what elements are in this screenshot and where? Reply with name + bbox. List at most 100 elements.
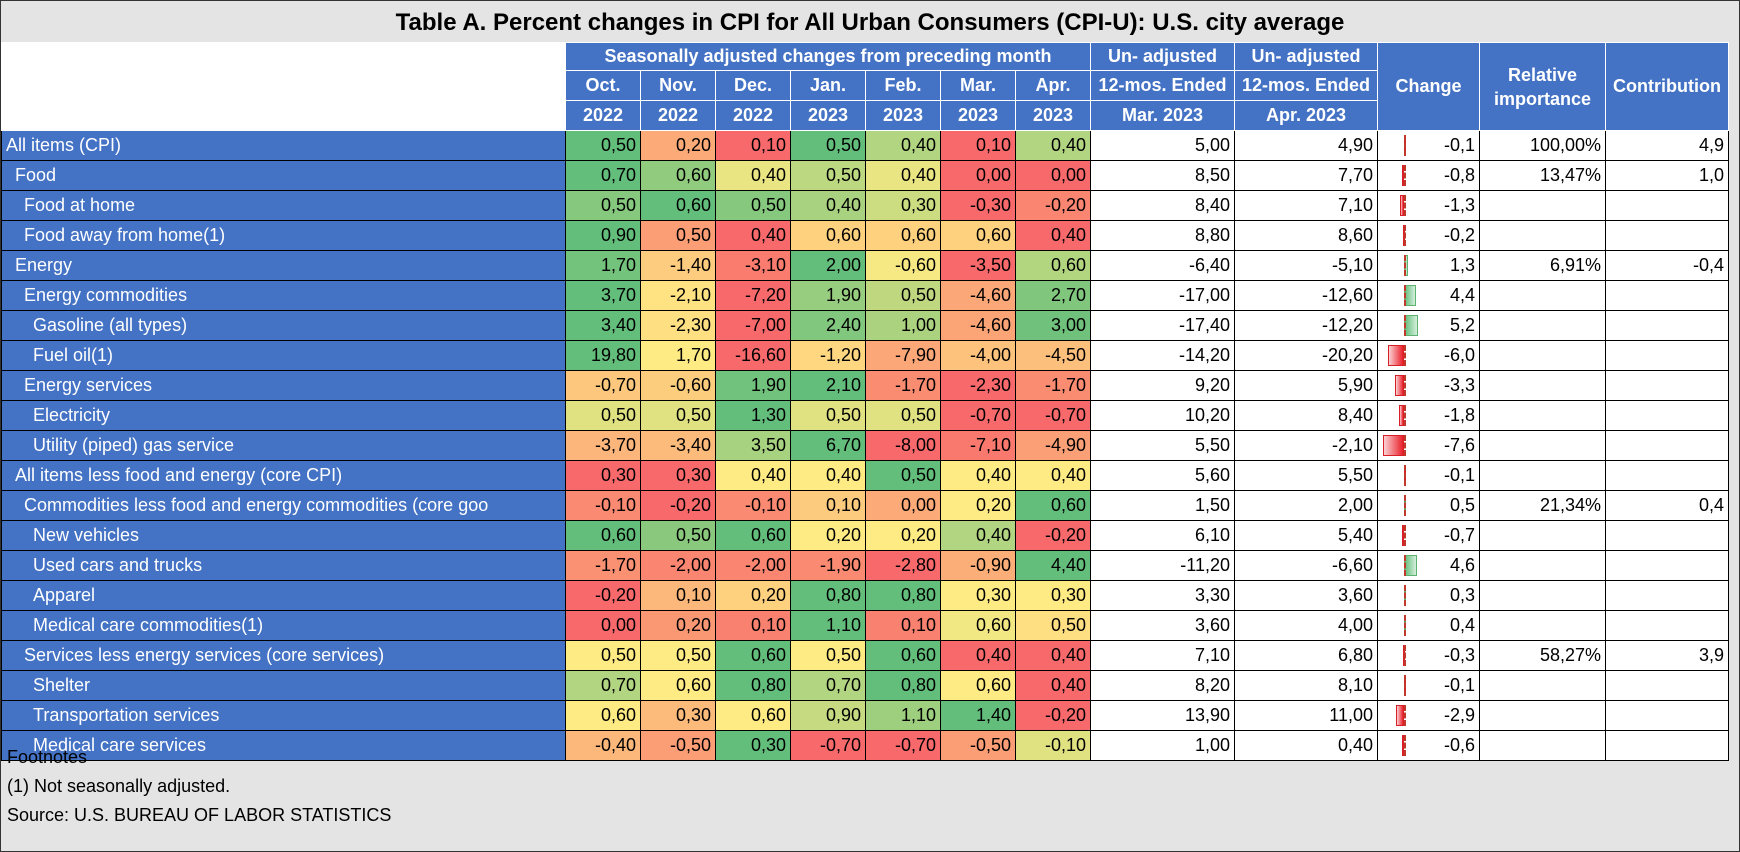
table-row: Apparel -0,20 0,10 0,20 0,80 0,80 0,30 0,30 3,30… [1,580,1729,611]
change-axis-line [1404,435,1406,456]
month-change-cell: 1,40 [940,700,1016,731]
change-axis-line [1404,735,1406,756]
month-change-cell: 0,30 [1015,580,1091,611]
table-row: New vehicles 0,60 0,50 0,60 0,20 0,20 0,40 -0,2… [1,520,1729,551]
change-cell: -0,1 [1377,670,1480,701]
change-cell: -0,1 [1377,130,1480,161]
header-unadj-apr-l3: Apr. 2023 [1234,100,1378,131]
change-axis-line [1404,225,1406,246]
header-unadj-apr-l2: 12-mos. Ended [1234,70,1378,101]
relative-importance-cell [1479,340,1606,371]
unadjusted-mar-cell: -14,20 [1090,340,1235,371]
contribution-cell [1605,190,1729,221]
month-change-cell: 0,40 [1015,640,1091,671]
month-change-cell: 0,50 [1015,610,1091,641]
header-month-3: Jan. [790,70,866,101]
month-change-cell: 0,10 [865,610,941,641]
month-change-cell: -2,30 [640,310,716,341]
row-label: Medical care services [1,730,566,761]
month-change-cell: -16,60 [715,340,791,371]
relative-importance-cell [1479,610,1606,641]
change-axis-line [1404,375,1406,396]
month-change-cell: 4,40 [1015,550,1091,581]
unadjusted-apr-cell: -6,60 [1234,550,1378,581]
header-month-1: Nov. [640,70,716,101]
month-change-cell: -1,70 [865,370,941,401]
change-axis-line [1404,465,1406,486]
unadjusted-apr-cell: 11,00 [1234,700,1378,731]
month-change-cell: 0,40 [790,460,866,491]
month-change-cell: -7,90 [865,340,941,371]
unadjusted-mar-cell: 1,50 [1090,490,1235,521]
change-bar-negative [1394,375,1404,396]
month-change-cell: 0,60 [640,160,716,191]
header-year-3: 2023 [790,100,866,131]
change-axis-line [1404,345,1406,366]
change-value: -0,3 [1443,645,1475,665]
month-change-cell: -0,90 [940,550,1016,581]
month-change-cell: -0,70 [940,400,1016,431]
relative-importance-cell [1479,370,1606,401]
month-change-cell: 6,70 [790,430,866,461]
change-value: 0,5 [1449,495,1475,515]
contribution-cell [1605,730,1729,761]
month-change-cell: 0,00 [1015,160,1091,191]
change-cell: 5,2 [1377,310,1480,341]
change-cell: -2,9 [1377,700,1480,731]
table-row: Food away from home(1) 0,90 0,50 0,40 0,60 0,… [1,220,1729,251]
month-change-cell: -2,80 [865,550,941,581]
contribution-cell [1605,370,1729,401]
change-axis-line [1404,165,1406,186]
unadjusted-apr-cell: 7,10 [1234,190,1378,221]
unadjusted-apr-cell: 8,10 [1234,670,1378,701]
table-row: Medical care services -0,40 -0,50 0,30 -0,70… [1,730,1729,761]
change-cell: 0,4 [1377,610,1480,641]
header-change: Change [1377,42,1480,131]
month-change-cell: 0,50 [865,400,941,431]
month-change-cell: 0,80 [790,580,866,611]
month-change-cell: -0,50 [940,730,1016,761]
month-change-cell: -7,20 [715,280,791,311]
relative-importance-cell [1479,580,1606,611]
month-change-cell: -0,20 [1015,700,1091,731]
month-change-cell: 0,60 [715,520,791,551]
unadjusted-apr-cell: 5,50 [1234,460,1378,491]
contribution-cell [1605,430,1729,461]
month-change-cell: 0,40 [865,160,941,191]
month-change-cell: 19,80 [565,340,641,371]
row-label: Medical care commodities(1) [1,610,566,641]
change-value: -0,1 [1443,675,1475,695]
table-row: Used cars and trucks -1,70 -2,00 -2,00 -1,90… [1,550,1729,581]
month-change-cell: -1,90 [790,550,866,581]
unadjusted-mar-cell: 8,80 [1090,220,1235,251]
unadjusted-mar-cell: 8,40 [1090,190,1235,221]
unadjusted-mar-cell: -17,00 [1090,280,1235,311]
month-change-cell: -4,00 [940,340,1016,371]
month-change-cell: 0,60 [565,520,641,551]
contribution-cell [1605,520,1729,551]
relative-importance-cell: 21,34% [1479,490,1606,521]
month-change-cell: -0,70 [1015,400,1091,431]
change-cell: -0,7 [1377,520,1480,551]
row-label: Food [1,160,566,191]
month-change-cell: 3,00 [1015,310,1091,341]
month-change-cell: 0,50 [640,640,716,671]
table-row: Food 0,70 0,60 0,40 0,50 0,40 0,00 0,00 8,50 7,70… [1,160,1729,191]
row-label: Apparel [1,580,566,611]
row-label: Used cars and trucks [1,550,566,581]
month-change-cell: 0,10 [715,610,791,641]
row-label: Utility (piped) gas service [1,430,566,461]
unadjusted-apr-cell: 6,80 [1234,640,1378,671]
change-bar-negative [1399,405,1404,426]
change-cell: -3,3 [1377,370,1480,401]
header-year-1: 2022 [640,100,716,131]
row-label: Commodities less food and energy commodi… [1,490,566,521]
month-change-cell: 0,40 [940,640,1016,671]
month-change-cell: 0,00 [940,160,1016,191]
month-change-cell: 0,60 [865,220,941,251]
row-label: Shelter [1,670,566,701]
change-cell: 0,3 [1377,580,1480,611]
row-label: Gasoline (all types) [1,310,566,341]
month-change-cell: -4,50 [1015,340,1091,371]
relative-importance-cell [1479,520,1606,551]
